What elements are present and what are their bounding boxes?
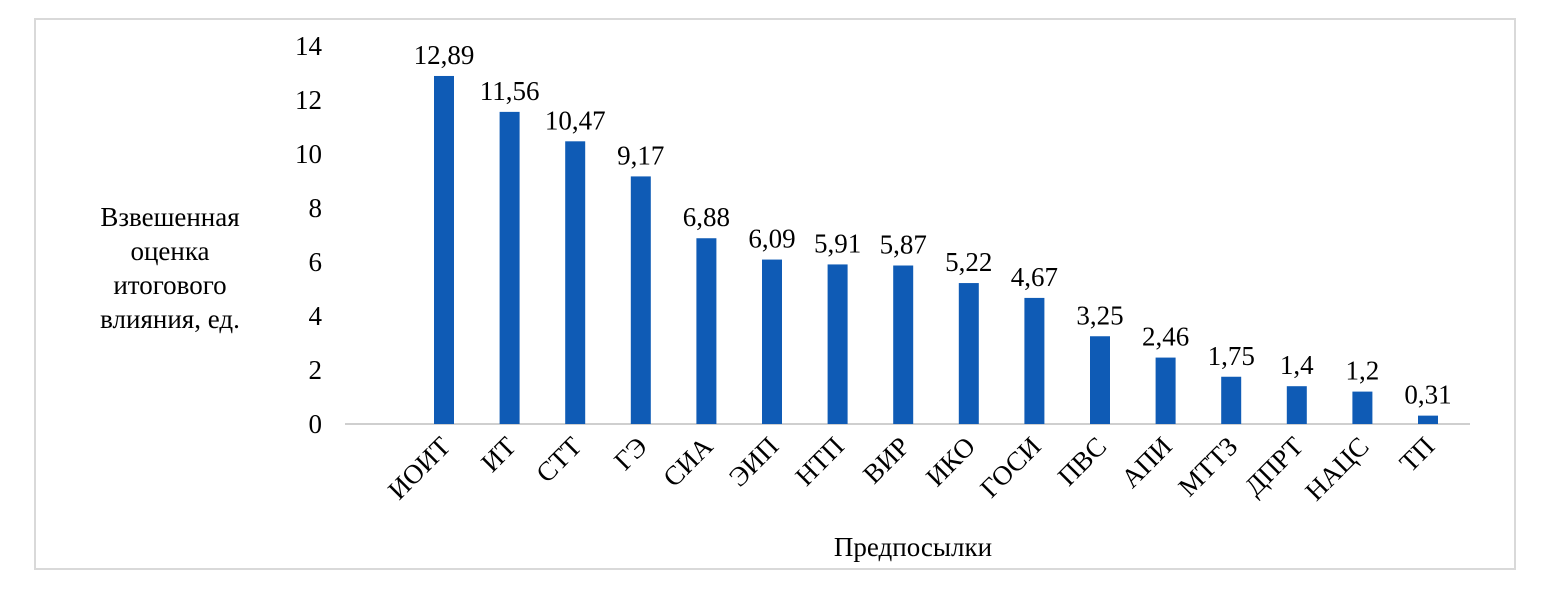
data-label: 3,25 [1076,300,1123,330]
x-tick-label: НАЦС [1299,431,1374,506]
x-tick-label: АПИ [1115,431,1178,494]
y-tick-label: 12 [295,85,322,115]
y-axis-label-line: оценка [130,236,210,266]
bar [499,111,520,424]
bar [1352,391,1373,424]
bar [630,176,651,424]
data-label: 9,17 [617,140,664,170]
data-label: 1,75 [1208,341,1255,371]
x-tick-label: МТТЗ [1172,431,1243,502]
bars [434,75,1438,424]
bar [762,259,782,424]
data-label: 6,09 [748,224,795,254]
y-tick-label: 4 [309,301,323,331]
y-tick-label: 2 [309,355,323,385]
y-tick-label: 10 [295,139,322,169]
data-label: 4,67 [1011,262,1058,292]
bar [1286,386,1307,424]
y-axis-label-line: Взвешенная [100,202,240,232]
data-label: 12,89 [414,40,475,70]
y-tick-label: 14 [295,31,323,61]
x-tick-label: ТП [1394,431,1441,478]
bar [893,265,914,424]
bar [1221,376,1242,424]
x-tick-label: ГОСИ [974,431,1046,503]
bar [696,238,717,424]
x-tick-label: СТТ [530,431,588,489]
data-label: 2,46 [1142,322,1189,352]
data-label: 11,56 [480,76,540,106]
y-tick-label: 8 [309,193,323,223]
bar [1418,415,1438,424]
y-axis-label: Взвешенная оценка итогового влияния, ед. [60,200,280,336]
x-tick-label: ПВС [1052,431,1112,491]
x-tick-label: НТП [789,431,849,491]
bar [1155,357,1176,424]
data-label: 0,31 [1404,380,1451,410]
data-label: 5,87 [880,230,927,260]
x-tick-label: ДПРТ [1238,431,1309,502]
data-label: 1,2 [1346,356,1380,386]
x-tick-label: ЭИП [723,431,784,492]
y-axis-ticks: 0 2 4 6 8 10 12 14 [295,31,323,439]
data-label: 5,91 [814,228,861,258]
bar [434,75,454,424]
y-axis-label-line: влияния, ед. [100,304,240,334]
data-label: 1,4 [1280,350,1314,380]
data-label: 5,22 [945,247,992,277]
data-label: 6,88 [683,202,730,232]
x-tick-label: ИКО [920,431,981,492]
y-tick-label: 6 [309,247,323,277]
bar [958,283,979,424]
x-tick-label: СИА [657,431,719,493]
y-axis-label-line: итогового [113,270,227,300]
x-tick-label: ВИР [857,431,915,489]
bar [565,141,586,424]
x-tick-label: ИОИТ [382,431,457,506]
data-label: 10,47 [545,105,606,135]
x-tick-label: ИТ [475,431,522,478]
bar [827,264,848,424]
y-tick-label: 0 [309,409,323,439]
x-tick-label: ГЭ [608,431,653,476]
bar [1090,336,1110,424]
x-axis-label: Предпосылки [834,532,992,562]
bar [1024,297,1045,424]
